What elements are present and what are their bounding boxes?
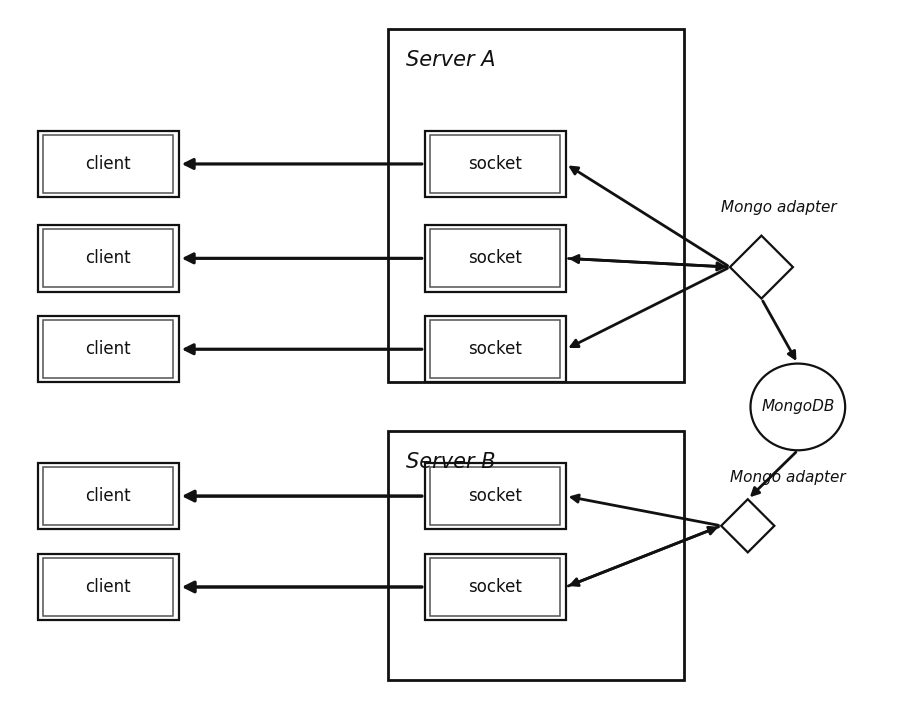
- Bar: [388, 432, 684, 680]
- Bar: [425, 463, 566, 529]
- Text: socket: socket: [468, 487, 522, 505]
- Bar: [37, 463, 179, 529]
- Bar: [43, 467, 173, 525]
- Polygon shape: [721, 499, 774, 552]
- Text: client: client: [86, 578, 131, 596]
- Bar: [425, 131, 566, 197]
- Bar: [43, 558, 173, 616]
- Text: Server B: Server B: [406, 452, 496, 472]
- Text: client: client: [86, 487, 131, 505]
- Text: Server A: Server A: [406, 51, 496, 70]
- Bar: [430, 558, 561, 616]
- Bar: [388, 29, 684, 383]
- Text: client: client: [86, 155, 131, 173]
- Text: socket: socket: [468, 340, 522, 358]
- Text: client: client: [86, 249, 131, 267]
- Bar: [43, 230, 173, 287]
- Text: client: client: [86, 340, 131, 358]
- Bar: [430, 230, 561, 287]
- Text: Mongo adapter: Mongo adapter: [730, 470, 846, 485]
- Text: socket: socket: [468, 578, 522, 596]
- Bar: [43, 320, 173, 378]
- Polygon shape: [729, 236, 792, 298]
- Bar: [37, 225, 179, 291]
- Bar: [430, 320, 561, 378]
- Text: Mongo adapter: Mongo adapter: [721, 199, 836, 215]
- Bar: [430, 467, 561, 525]
- Bar: [425, 225, 566, 291]
- Text: MongoDB: MongoDB: [761, 399, 834, 414]
- Ellipse shape: [750, 364, 845, 450]
- Bar: [425, 554, 566, 620]
- Bar: [37, 131, 179, 197]
- Bar: [37, 316, 179, 383]
- Bar: [425, 316, 566, 383]
- Text: socket: socket: [468, 155, 522, 173]
- Bar: [37, 554, 179, 620]
- Bar: [430, 135, 561, 193]
- Text: socket: socket: [468, 249, 522, 267]
- Bar: [43, 135, 173, 193]
